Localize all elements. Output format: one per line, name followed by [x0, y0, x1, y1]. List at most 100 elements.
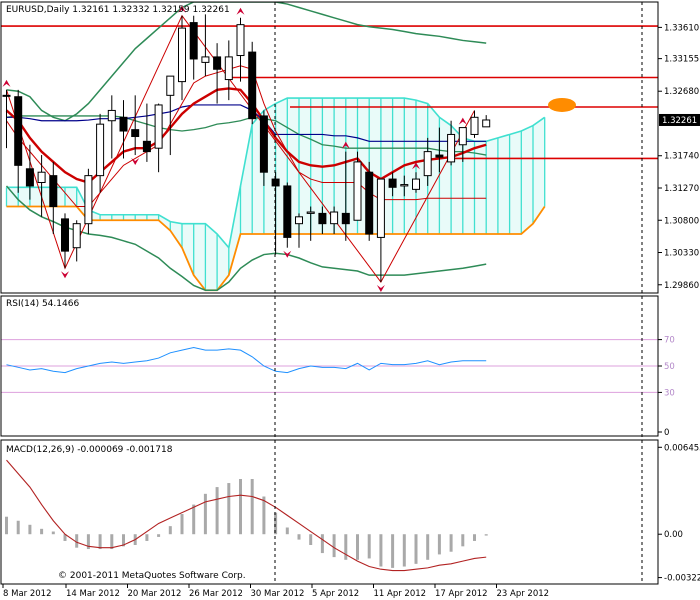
candle	[295, 213, 303, 248]
candle	[154, 103, 163, 173]
rsi-line	[6, 347, 487, 374]
candle	[178, 15, 186, 101]
candle-body-up	[37, 171, 46, 184]
fractal-up-arrow	[341, 141, 350, 149]
candle	[400, 175, 409, 197]
candle	[236, 17, 245, 82]
candle-body-down	[119, 116, 128, 132]
candle-body-down	[318, 212, 327, 225]
macd-pane[interactable]: 0.006455 0.00 -0.00322	[5, 443, 700, 584]
candle-body-up	[400, 184, 409, 187]
main-plot-area	[1, 2, 658, 293]
candle-body-down	[271, 178, 280, 187]
candle	[318, 206, 327, 234]
candle	[119, 100, 128, 159]
candle-body-down	[388, 178, 397, 188]
pane-frames: 8 Mar 2012 14 Mar 2012 20 Mar 2012 26 Mar 2…	[0, 1, 659, 599]
candle	[412, 172, 420, 193]
fractal-down-arrow	[376, 285, 385, 293]
price-tick-label: 1.32680	[664, 87, 699, 97]
sma-line	[6, 104, 487, 142]
macd-tick-label: -0.00322	[664, 574, 700, 584]
fractal-down-arrow	[131, 158, 140, 166]
candle	[224, 40, 233, 101]
candle	[376, 178, 385, 283]
pane-border	[0, 439, 659, 585]
fractal-up-arrow	[458, 117, 467, 125]
candle-body-up	[178, 27, 186, 83]
price-tick-label: 1.33610	[664, 23, 699, 33]
price-tick-label: 1.31270	[664, 184, 699, 194]
candle-body-down	[248, 51, 257, 120]
candle	[61, 213, 69, 269]
time-tick-label: 20 Mar 2012	[128, 589, 182, 599]
candle	[84, 168, 93, 234]
time-tick-label: 5 Apr 2012	[312, 589, 359, 599]
candle	[470, 110, 479, 138]
candle-body-down	[189, 22, 198, 60]
candle	[96, 113, 105, 193]
rsi-title: RSI(14) 54.1466	[6, 299, 79, 309]
candle	[2, 89, 11, 149]
candle	[25, 144, 34, 200]
candle	[353, 151, 362, 221]
chart-header: EURUSD,Daily 1.32161 1.32332 1.32159 1.3…	[6, 5, 230, 15]
candle-body-down	[49, 175, 58, 208]
fractal-down-arrow	[283, 250, 292, 258]
rsi-tick-label: 30	[664, 388, 675, 398]
copyright-text: © 2001-2011 MetaQuotes Software Corp.	[58, 571, 246, 581]
candle	[201, 14, 210, 77]
candle-body-up	[224, 56, 233, 81]
candle	[388, 172, 397, 197]
candle	[248, 41, 257, 125]
candle-body-up	[482, 119, 491, 128]
candle-body-up	[447, 133, 456, 163]
candle-body-up	[201, 56, 210, 63]
pane-border	[0, 1, 659, 294]
rsi-pane[interactable]: 70 50 30 0	[1, 336, 675, 438]
candle	[271, 172, 280, 255]
candle-body-up	[376, 178, 385, 238]
price-tick-label: 1.30330	[664, 249, 699, 259]
price-tick-label: 1.29860	[664, 281, 699, 291]
time-tick-label: 17 Apr 2012	[435, 589, 488, 599]
fractal-up-arrow	[2, 79, 11, 87]
bollinger-upper-line	[6, 2, 487, 122]
candle-body-up	[107, 109, 116, 122]
candle	[482, 115, 491, 128]
price-tick-label: 1.33155	[664, 55, 699, 65]
candle	[259, 110, 268, 186]
candle-body-down	[131, 129, 140, 138]
candle	[213, 43, 222, 104]
time-tick-label: 23 Apr 2012	[497, 589, 550, 599]
candle-body-down	[341, 212, 350, 225]
candle	[72, 220, 81, 262]
candle-body-down	[14, 96, 23, 166]
candle-body-up	[236, 24, 245, 57]
bollinger-lower-line	[5, 185, 487, 292]
candle	[142, 103, 151, 162]
price-tick-label: 1.30800	[664, 216, 699, 226]
candle-body-up	[72, 223, 81, 249]
fractal-up-arrow	[178, 5, 186, 13]
current-price-label: 1.32261	[662, 116, 697, 126]
time-tick-label: 11 Apr 2012	[374, 589, 427, 599]
candle	[14, 89, 23, 193]
price-axis: 1.33610 1.33155 1.32680 1.32261 1.31740 1.312…	[658, 23, 700, 291]
time-tick-label: 26 Mar 2012	[189, 589, 243, 599]
candle	[37, 155, 46, 217]
candle	[330, 206, 339, 234]
time-tick-label: 8 Mar 2012	[3, 589, 51, 599]
candle-body-up	[166, 75, 175, 96]
candle-body-down	[365, 171, 374, 235]
price-tick-label: 1.31740	[664, 152, 699, 162]
target-ellipse	[548, 97, 576, 112]
candle	[341, 151, 350, 241]
candle-body-up	[423, 151, 432, 177]
candle	[283, 182, 292, 248]
main-price-pane[interactable]: 1.33610 1.33155 1.32680 1.32261 1.31740 1.312…	[1, 2, 700, 293]
pane-border	[0, 295, 659, 437]
candle	[458, 127, 467, 162]
